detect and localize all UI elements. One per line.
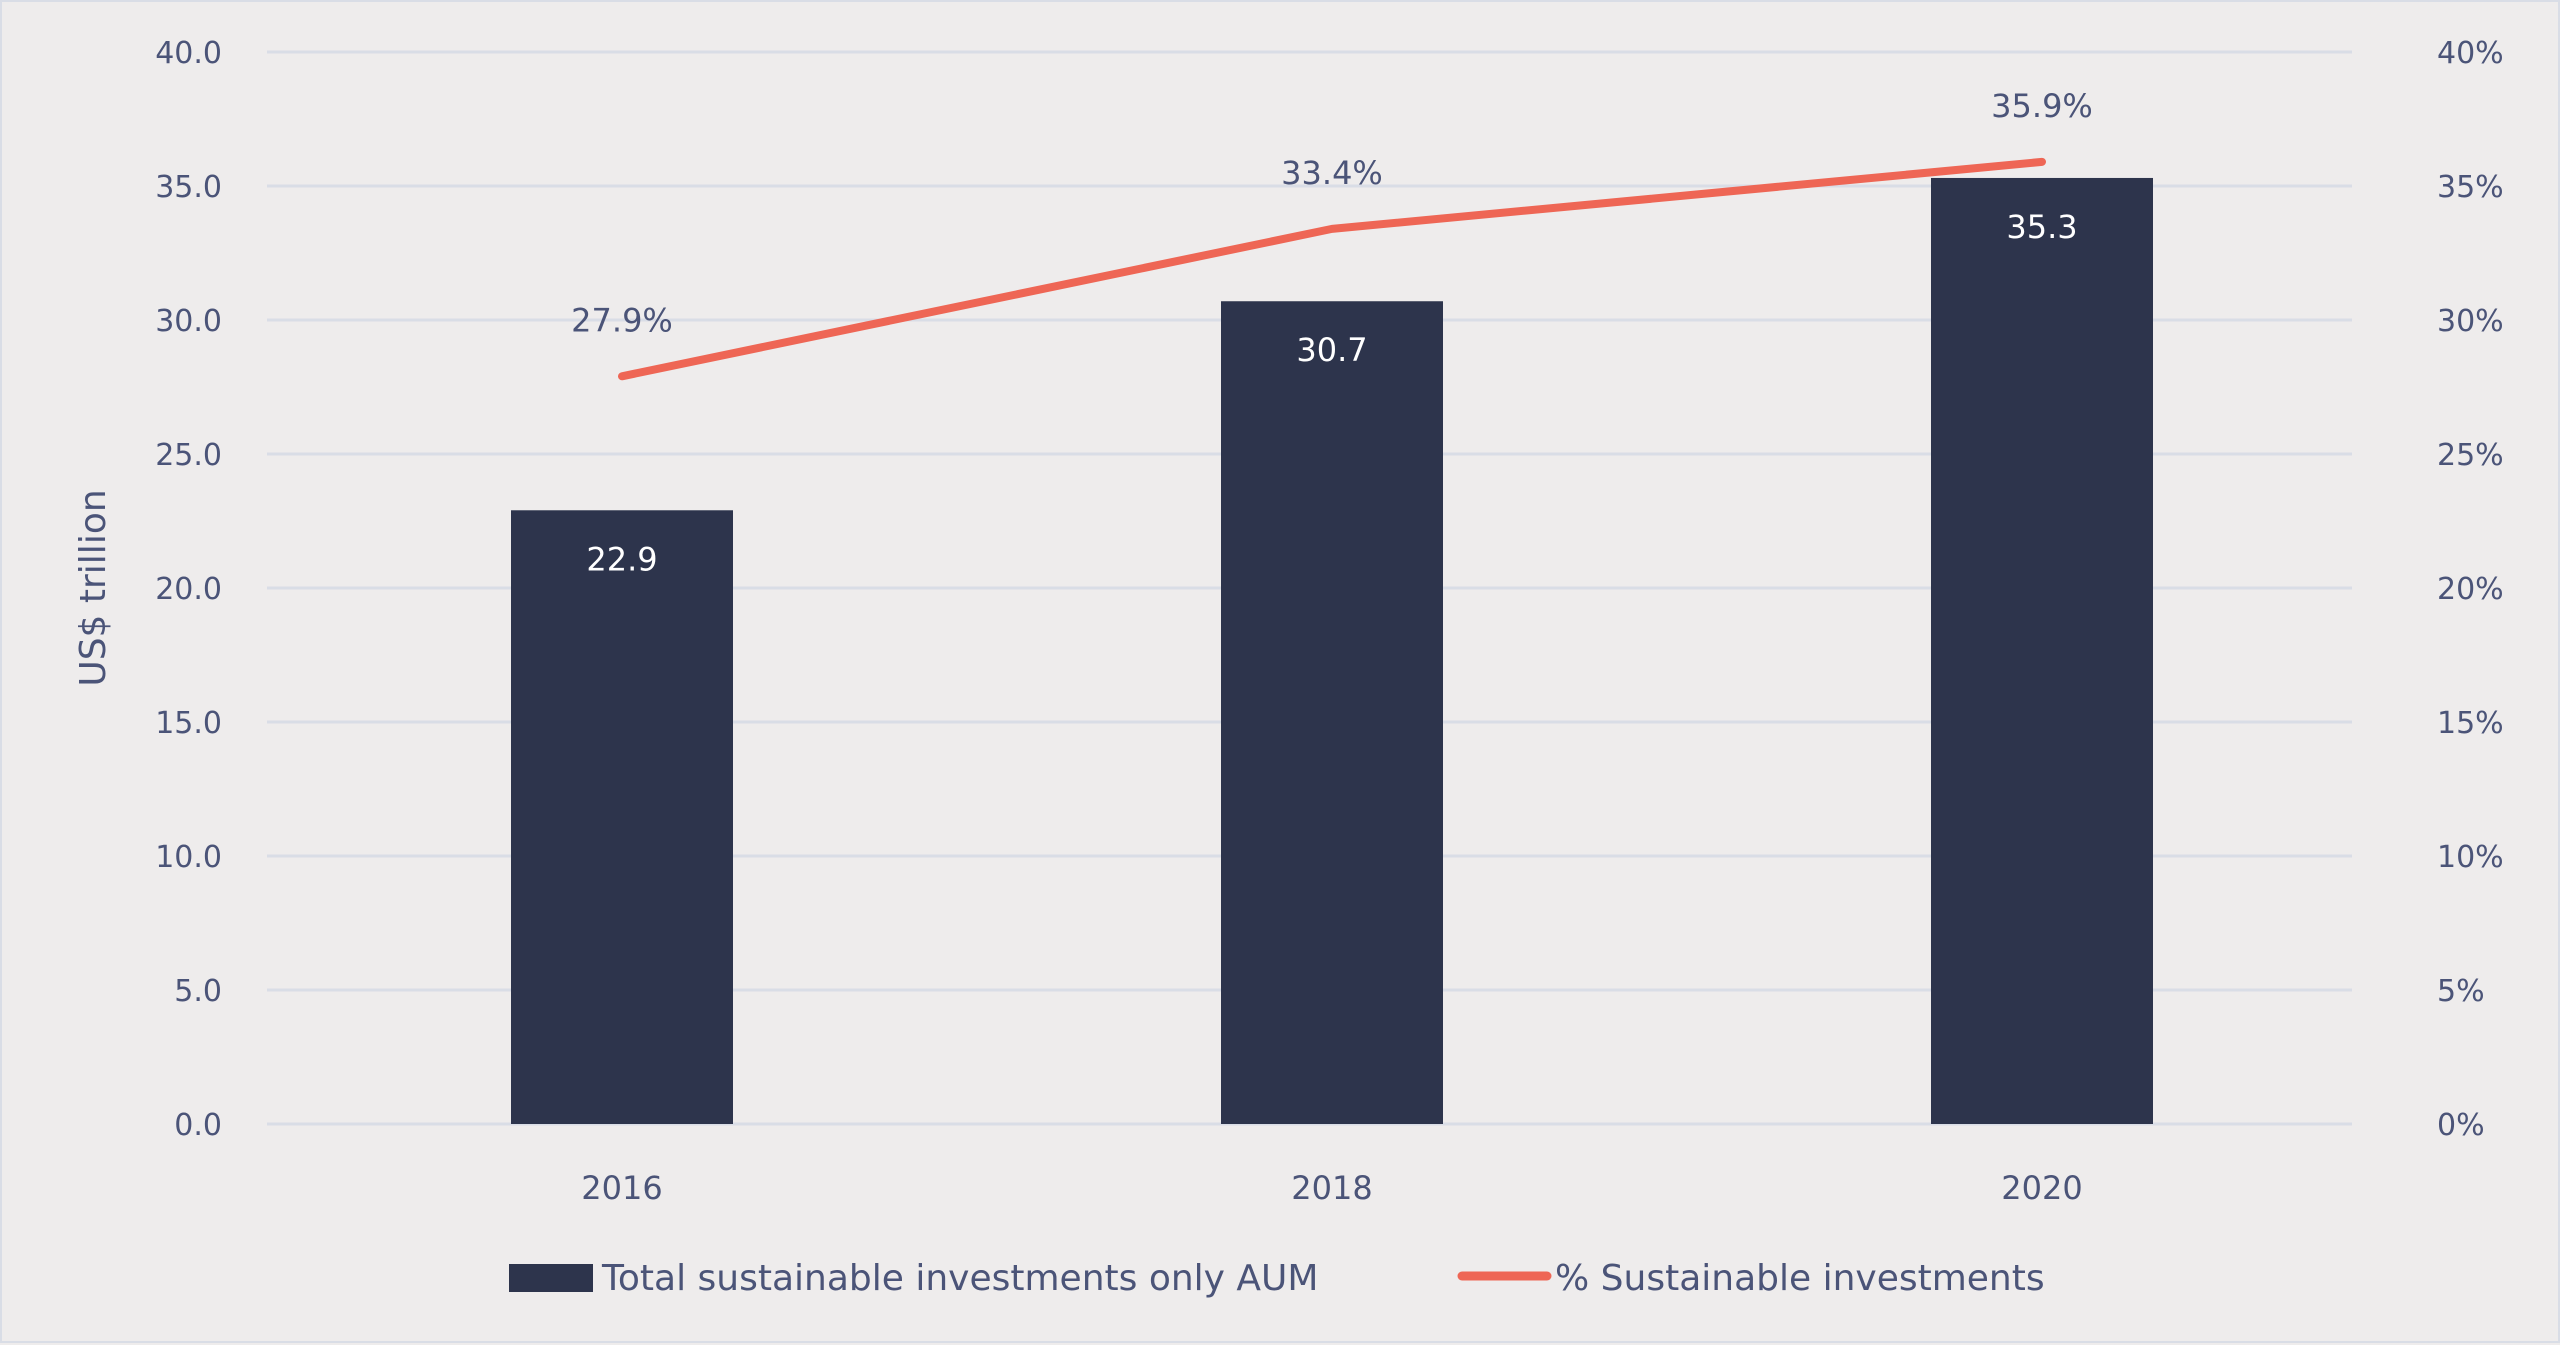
y2-tick-label: 15%	[2437, 706, 2504, 741]
x-tick-label: 2016	[581, 1169, 662, 1207]
bar-series: 22.9 30.7 35.3	[511, 177, 2153, 1124]
y2-tick-label: 10%	[2437, 840, 2504, 875]
y-tick-label: 0.0	[174, 1108, 222, 1143]
y-tick-label: 10.0	[155, 840, 222, 875]
bar	[1931, 177, 2153, 1124]
y-tick-label: 35.0	[155, 170, 222, 205]
y2-tick-label: 40%	[2437, 36, 2504, 71]
y2-tick-label: 30%	[2437, 304, 2504, 339]
y-tick-label: 25.0	[155, 438, 222, 473]
x-tick-label: 2020	[2001, 1169, 2082, 1207]
legend-label-line: % Sustainable investments	[1555, 1258, 2045, 1299]
line-data-label: 35.9%	[1991, 87, 2093, 125]
bar	[1221, 301, 1443, 1124]
line-data-label: 27.9%	[571, 301, 673, 339]
category-labels: 2016 2018 2020	[581, 1169, 2082, 1207]
y2-tick-label: 35%	[2437, 170, 2504, 205]
y2-tick-label: 20%	[2437, 572, 2504, 607]
left-axis-ticks: 0.0 5.0 10.0 15.0 20.0 25.0 30.0 35.0 40.0	[155, 36, 222, 1143]
bar-data-label: 22.9	[586, 540, 657, 578]
bar	[511, 510, 733, 1124]
legend: Total sustainable investments only AUM %…	[509, 1258, 2045, 1299]
y-tick-label: 30.0	[155, 304, 222, 339]
line-series: 27.9% 33.4% 35.9%	[571, 87, 2093, 381]
x-tick-label: 2018	[1291, 1169, 1372, 1207]
y-tick-label: 20.0	[155, 572, 222, 607]
y2-tick-label: 0%	[2437, 1108, 2485, 1143]
line-data-label: 33.4%	[1281, 154, 1383, 192]
y-tick-label: 5.0	[174, 974, 222, 1009]
bar-data-label: 35.3	[2006, 208, 2077, 246]
bar-data-label: 30.7	[1296, 331, 1367, 369]
y-axis-label: US$ trillion	[73, 489, 114, 686]
y2-tick-label: 25%	[2437, 438, 2504, 473]
y2-tick-label: 5%	[2437, 974, 2485, 1009]
legend-swatch-bars	[509, 1264, 593, 1292]
series-line	[618, 157, 2046, 381]
right-axis-ticks: 0% 5% 10% 15% 20% 25% 30% 35% 40%	[2437, 36, 2504, 1143]
legend-label-bars: Total sustainable investments only AUM	[601, 1258, 1318, 1299]
y-tick-label: 15.0	[155, 706, 222, 741]
y-tick-label: 40.0	[155, 36, 222, 71]
